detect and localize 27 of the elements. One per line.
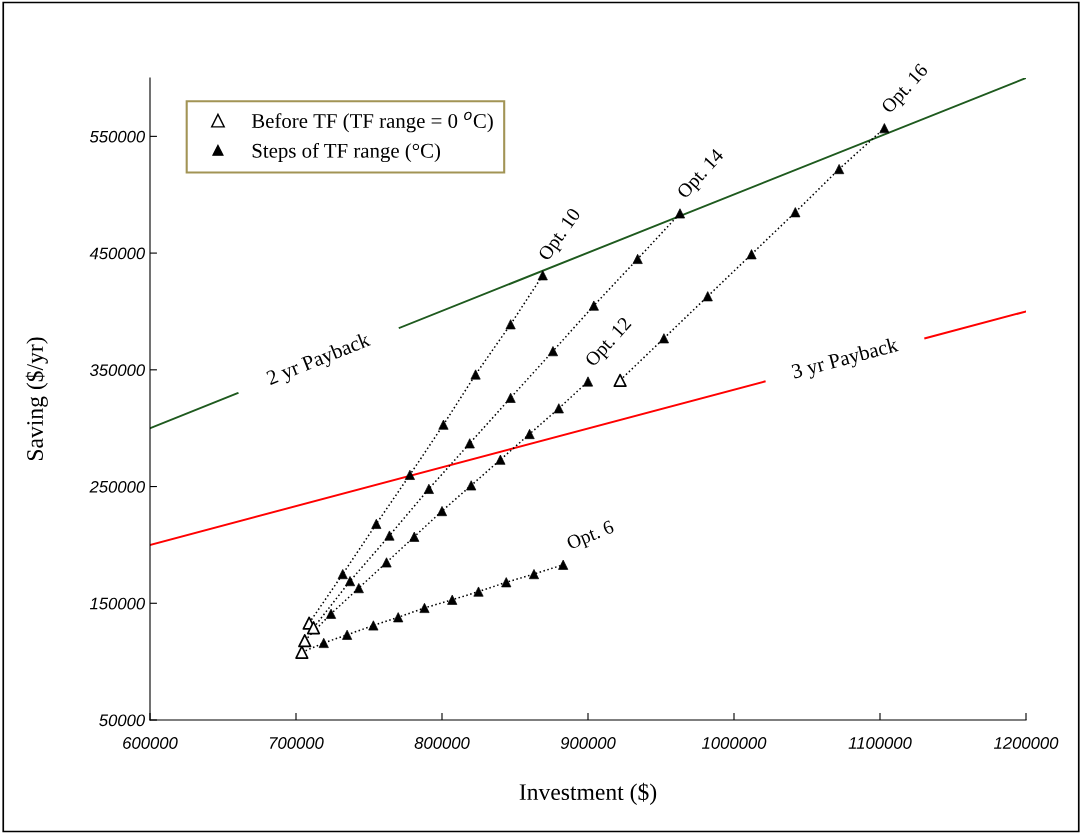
annotation: Opt. 10 xyxy=(537,207,585,264)
x-tick-label: 1000000 xyxy=(701,737,767,749)
x-tick-label: 600000 xyxy=(123,737,178,749)
y-tick-label: 50000 xyxy=(99,714,145,727)
y-tick-label: 350000 xyxy=(89,364,146,377)
y-tick-label: 250000 xyxy=(89,480,146,493)
text: 3 yr Payback xyxy=(790,336,900,383)
y-tick-label: 550000 xyxy=(89,130,146,143)
y-axis-title: Saving ($/yr) xyxy=(25,337,48,461)
y-tick-label: 450000 xyxy=(89,247,146,260)
annotation: Opt. 16 xyxy=(880,62,932,117)
x-axis-title: Investment ($) xyxy=(519,782,657,805)
x-tick-label: 700000 xyxy=(269,737,324,749)
y-tick-label: 150000 xyxy=(89,597,146,610)
x-tick-label: 900000 xyxy=(560,737,616,749)
legend-label: Before TF (TF range = 0 $^{o}$C) xyxy=(251,111,493,133)
x-tick-label: 800000 xyxy=(414,737,470,749)
point xyxy=(613,373,627,387)
point xyxy=(295,645,309,659)
x-tick-label: 1100000 xyxy=(848,737,912,749)
annotation: Opt. 12 xyxy=(584,316,635,370)
point xyxy=(298,633,312,648)
point xyxy=(306,621,321,635)
legend-label: Steps of TF range (°C) xyxy=(252,142,441,163)
annotation: Opt. 6 xyxy=(565,519,617,554)
x-tick-label: 1200000 xyxy=(993,737,1059,749)
annotation: Opt. 14 xyxy=(676,147,728,202)
